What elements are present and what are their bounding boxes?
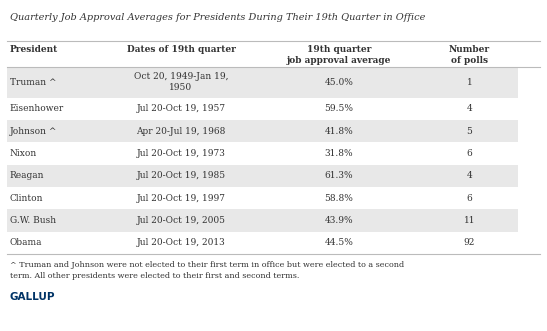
Text: 6: 6: [467, 194, 472, 203]
Text: 11: 11: [464, 216, 475, 225]
Text: 5: 5: [467, 127, 473, 136]
Text: 59.5%: 59.5%: [324, 105, 353, 114]
Text: Jul 20-Oct 19, 2013: Jul 20-Oct 19, 2013: [137, 238, 225, 247]
Text: Reagan: Reagan: [9, 171, 44, 180]
Text: GALLUP: GALLUP: [9, 293, 55, 303]
Text: Number
of polls: Number of polls: [449, 45, 490, 66]
Bar: [7, 210, 519, 232]
Text: Nixon: Nixon: [9, 149, 37, 158]
Text: Johnson ^: Johnson ^: [9, 127, 57, 136]
Text: 58.8%: 58.8%: [324, 194, 353, 203]
Text: ^ Truman and Johnson were not elected to their first term in office but were ele: ^ Truman and Johnson were not elected to…: [9, 261, 404, 280]
Text: Dates of 19th quarter: Dates of 19th quarter: [126, 45, 235, 54]
Bar: [7, 67, 519, 98]
Text: Oct 20, 1949-Jan 19,
1950: Oct 20, 1949-Jan 19, 1950: [133, 72, 228, 92]
Text: 4: 4: [467, 105, 472, 114]
Text: Jul 20-Oct 19, 2005: Jul 20-Oct 19, 2005: [137, 216, 225, 225]
Text: Jul 20-Oct 19, 1997: Jul 20-Oct 19, 1997: [137, 194, 225, 203]
Text: 61.3%: 61.3%: [324, 171, 353, 180]
Text: 41.8%: 41.8%: [324, 127, 353, 136]
Text: G.W. Bush: G.W. Bush: [9, 216, 56, 225]
Text: 31.8%: 31.8%: [324, 149, 353, 158]
Bar: [7, 98, 519, 120]
Text: 45.0%: 45.0%: [324, 78, 353, 87]
Bar: [7, 165, 519, 187]
Text: Jul 20-Oct 19, 1985: Jul 20-Oct 19, 1985: [136, 171, 225, 180]
Text: Obama: Obama: [9, 238, 42, 247]
Text: 92: 92: [464, 238, 475, 247]
Text: 4: 4: [467, 171, 472, 180]
Bar: [7, 232, 519, 254]
Text: Jul 20-Oct 19, 1973: Jul 20-Oct 19, 1973: [137, 149, 225, 158]
Text: Clinton: Clinton: [9, 194, 43, 203]
Text: President: President: [9, 45, 58, 54]
Text: 43.9%: 43.9%: [324, 216, 353, 225]
Text: 6: 6: [467, 149, 472, 158]
Text: Apr 20-Jul 19, 1968: Apr 20-Jul 19, 1968: [136, 127, 226, 136]
Bar: [7, 41, 519, 67]
Text: 1: 1: [467, 78, 472, 87]
Text: 44.5%: 44.5%: [324, 238, 353, 247]
Bar: [7, 142, 519, 165]
Text: Jul 20-Oct 19, 1957: Jul 20-Oct 19, 1957: [136, 105, 225, 114]
Text: Truman ^: Truman ^: [9, 78, 56, 87]
Text: 19th quarter
job approval average: 19th quarter job approval average: [287, 45, 391, 66]
Bar: [7, 120, 519, 142]
Bar: [7, 187, 519, 210]
Text: Quarterly Job Approval Averages for Presidents During Their 19th Quarter in Offi: Quarterly Job Approval Averages for Pres…: [9, 13, 425, 22]
Text: Eisenhower: Eisenhower: [9, 105, 64, 114]
